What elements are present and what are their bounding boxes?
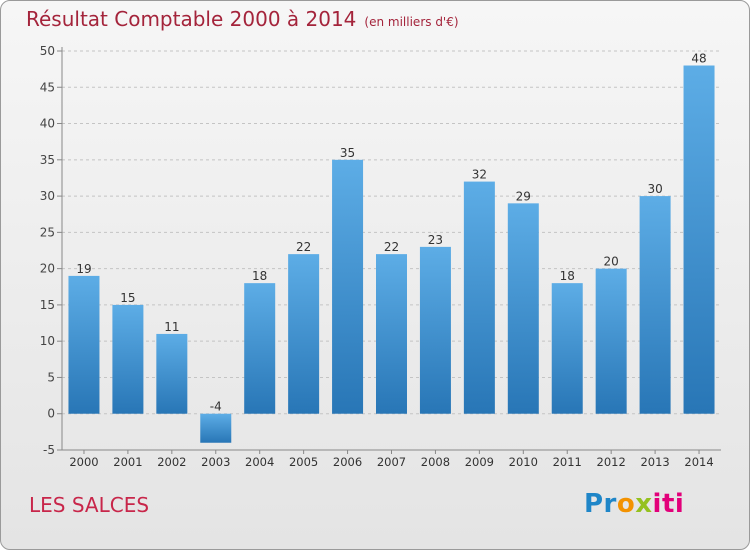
data-labels: 19 15 11 -4 18 22 35 22 23 32 29 18 20 30 48	[76, 52, 706, 414]
y-tick-label: 45	[40, 80, 55, 94]
value-label-2007: 22	[384, 240, 399, 254]
y-tick-label: 15	[40, 298, 55, 312]
x-tick-label-2013: 2013	[640, 455, 669, 469]
logo-part-1: Pr	[584, 489, 617, 519]
value-label-2000: 19	[76, 262, 91, 276]
y-tick-label: 25	[40, 225, 55, 239]
chart-subtitle: (en milliers d'€)	[364, 15, 459, 29]
x-tick-label-2007: 2007	[377, 455, 406, 469]
chart-title-block: Résultat Comptable 2000 à 2014 (en millie…	[26, 7, 459, 31]
y-tick-label: 35	[40, 153, 55, 167]
bar-2005	[288, 254, 320, 414]
value-label-2013: 30	[647, 182, 662, 196]
x-tick-label-2011: 2011	[553, 455, 582, 469]
logo-part-3: x	[635, 489, 653, 519]
y-tick-label: 5	[47, 370, 55, 384]
bar-2002	[156, 333, 188, 414]
value-label-2005: 22	[296, 240, 311, 254]
bar-2004	[244, 283, 276, 414]
x-tick-label-2001: 2001	[113, 455, 142, 469]
value-label-2002: 11	[164, 320, 179, 334]
x-tick-label-2006: 2006	[333, 455, 362, 469]
bar-2011	[551, 283, 583, 414]
y-tick-label: 40	[40, 117, 55, 131]
chart-title: Résultat Comptable 2000 à 2014	[26, 7, 357, 31]
axes: -5 0 5 10 15 20 25 30 35 40 45 50 2000 2001 2002 2003 20…	[40, 44, 721, 469]
y-tick-label: 10	[40, 334, 55, 348]
x-tick-label-2009: 2009	[465, 455, 494, 469]
bar-2014	[683, 65, 715, 414]
y-tick-label: 20	[40, 262, 55, 276]
x-tick-label-2003: 2003	[201, 455, 230, 469]
bar-2000	[68, 275, 100, 414]
value-label-2012: 20	[604, 255, 619, 269]
y-tick-label: 50	[40, 44, 55, 58]
x-tick-label-2002: 2002	[157, 455, 186, 469]
x-tick-label-2008: 2008	[421, 455, 450, 469]
x-tick-label-2004: 2004	[245, 455, 274, 469]
y-tick-label: 0	[47, 407, 55, 421]
y-tick-label: 30	[40, 189, 55, 203]
value-label-2004: 18	[252, 269, 267, 283]
bar-2009	[463, 181, 495, 414]
value-label-2001: 15	[120, 291, 135, 305]
logo-part-4: iti	[652, 489, 685, 519]
x-tick-label-2012: 2012	[597, 455, 626, 469]
y-tick-label: -5	[43, 443, 55, 457]
bar-2008	[419, 246, 451, 414]
value-label-2010: 29	[516, 189, 531, 203]
bar-2007	[376, 254, 407, 414]
x-tick-label-2005: 2005	[289, 455, 318, 469]
bar-2012	[595, 268, 627, 414]
value-label-2011: 18	[560, 269, 575, 283]
bar-2010	[507, 203, 539, 414]
bar-2001	[112, 304, 144, 414]
place-name: LES SALCES	[29, 493, 150, 517]
value-label-2009: 32	[472, 168, 487, 182]
value-label-2008: 23	[428, 233, 443, 247]
x-tick-label-2014: 2014	[684, 455, 713, 469]
x-tick-label-2000: 2000	[69, 455, 98, 469]
bar-2006	[332, 159, 364, 414]
bars	[68, 65, 715, 443]
proxiti-logo: Proxiti	[584, 489, 684, 519]
value-label-2006: 35	[340, 146, 355, 160]
bar-2003	[200, 413, 232, 443]
x-tick-label-2010: 2010	[509, 455, 538, 469]
logo-part-2: o	[616, 489, 636, 519]
value-label-2003: -4	[210, 400, 222, 414]
bar-2013	[639, 196, 671, 414]
value-label-2014: 48	[691, 52, 706, 66]
